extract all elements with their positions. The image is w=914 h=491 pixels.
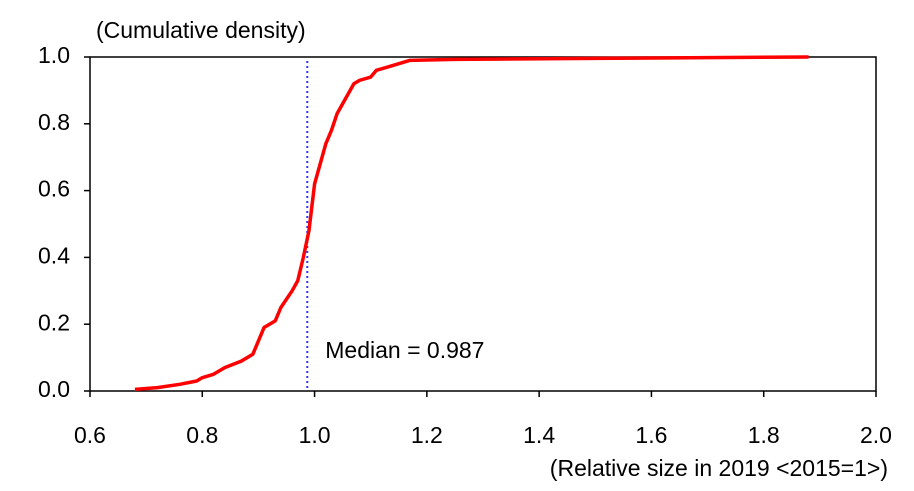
x-tick-label: 0.8 [186,422,218,448]
y-tick-label: 0.4 [38,242,70,268]
y-tick-label: 0.2 [38,309,70,335]
y-axis-title: (Cumulative density) [96,17,306,43]
x-tick-label: 1.6 [635,422,667,448]
y-tick-label: 0.0 [38,376,70,402]
x-tick-label: 1.0 [299,422,331,448]
x-tick-label: 1.2 [411,422,443,448]
x-tick-label: 1.4 [523,422,555,448]
median-annotation: Median = 0.987 [325,337,484,363]
y-tick-label: 0.6 [38,176,70,202]
plot-frame [89,56,877,392]
cumulative-line [134,55,809,392]
x-axis-title: (Relative size in 2019 <2015=1>) [550,455,888,481]
y-tick-label: 0.8 [38,109,70,135]
x-tick-label: 0.6 [74,422,106,448]
x-tick-label: 2.0 [860,422,892,448]
x-tick-label: 1.8 [748,422,780,448]
y-tick-label: 1.0 [38,42,70,68]
